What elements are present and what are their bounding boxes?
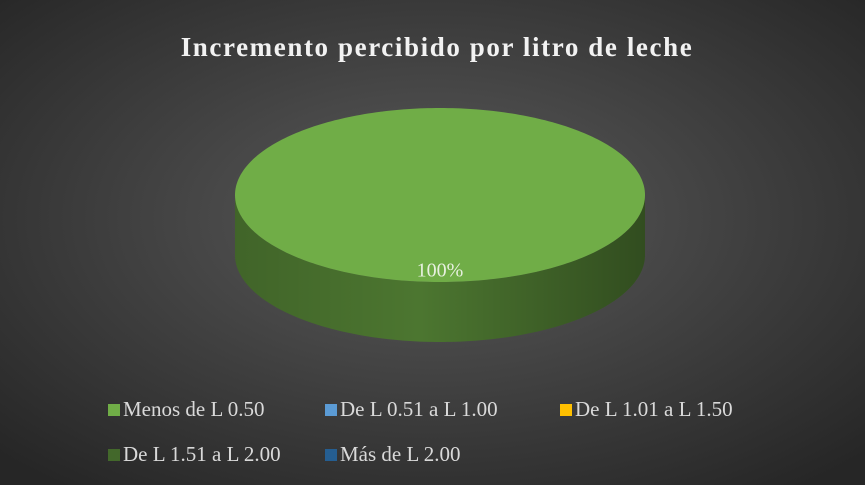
- legend-label: De L 0.51 a L 1.00: [340, 397, 498, 421]
- chart-title: Incremento percibido por litro de leche: [181, 32, 694, 62]
- data-label: 100%: [417, 260, 464, 282]
- legend-swatch: [108, 449, 120, 461]
- legend-label: De L 1.01 a L 1.50: [575, 397, 733, 421]
- legend-label: Más de L 2.00: [340, 442, 461, 466]
- legend-swatch: [325, 449, 337, 461]
- legend-swatch: [325, 404, 337, 416]
- pie-side-shade: [235, 195, 645, 342]
- legend-swatch: [108, 404, 120, 416]
- pie-slice: [235, 108, 645, 282]
- legend-label: De L 1.51 a L 2.00: [123, 442, 281, 466]
- legend-swatch: [560, 404, 572, 416]
- legend-label: Menos de L 0.50: [123, 397, 265, 421]
